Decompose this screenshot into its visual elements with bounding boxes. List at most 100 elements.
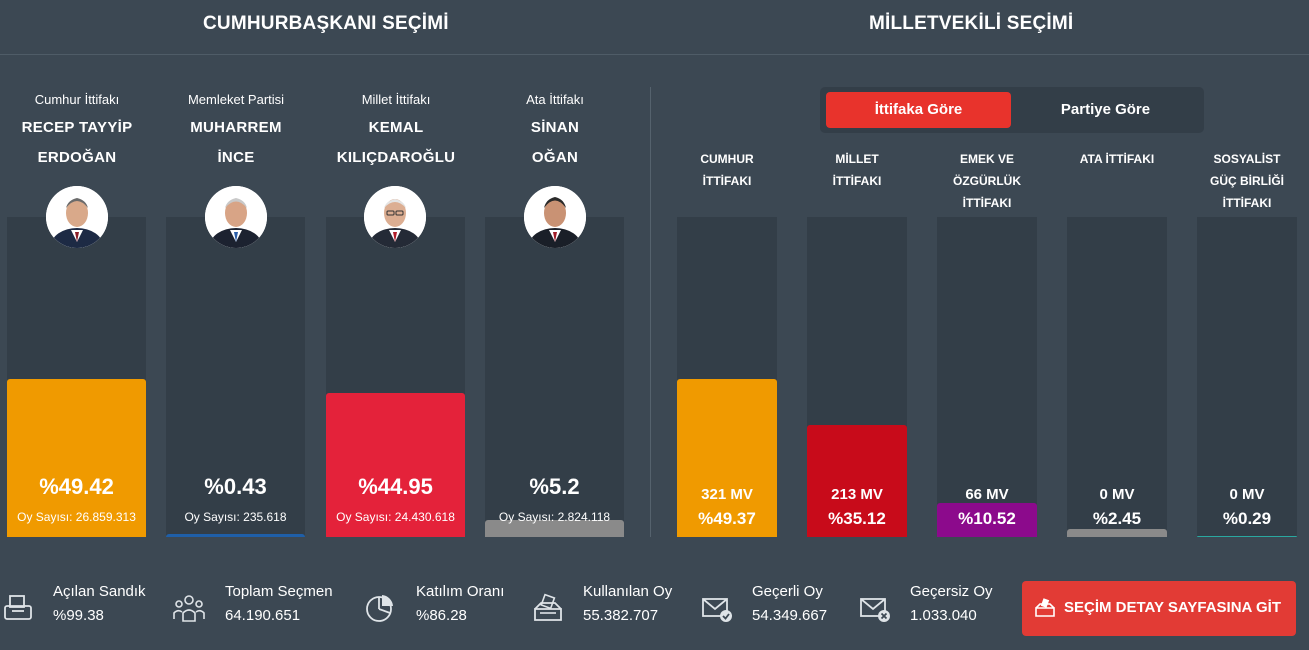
candidate-header-ogan: Ata İttifakı SİNAN OĞAN: [485, 90, 625, 173]
candidate-bar-track: [166, 217, 305, 537]
candidate-party: Ata İttifakı: [526, 92, 584, 107]
alliance-bar-fill: [807, 425, 907, 537]
stat-value: %86.28: [416, 607, 467, 624]
candidate-party: Millet İttifakı: [361, 92, 431, 107]
presidential-title: CUMHURBAŞKANI SEÇİMİ: [203, 13, 449, 34]
ballot-box-icon: [534, 593, 562, 621]
candidate-name-line2: KILIÇDAROĞLU: [336, 149, 456, 166]
alliance-seats: 0 MV: [1099, 486, 1135, 503]
stat-value: 55.382.707: [583, 607, 659, 624]
candidate-votes: Oy Sayısı: 26.859.313: [17, 510, 136, 524]
alliance-name: EMEK VE ÖZGÜRLÜK İTTİFAKI: [937, 148, 1037, 214]
alliance-bar-fill: [937, 503, 1037, 537]
alliance-percent: %2.45: [1092, 509, 1142, 528]
candidate-name: KEMAL KILIÇDAROĞLU: [326, 113, 466, 173]
candidate-percent: %49.42: [39, 474, 114, 499]
candidate-bar-fill: [326, 393, 465, 537]
candidate-header-erdogan: Cumhur İttifakı RECEP TAYYİP ERDOĞAN: [7, 90, 147, 173]
candidate-bar-fill: [166, 534, 305, 537]
alliance-percent: %49.37: [698, 509, 756, 528]
candidate-avatar: [205, 186, 267, 248]
candidate-name-line1: MUHARREM: [190, 119, 282, 136]
ballot-box-icon: [1035, 598, 1055, 617]
candidate-percent: %44.95: [358, 474, 433, 499]
alliance-name-line: ÖZGÜRLÜK: [953, 174, 1021, 188]
alliance-percent: %35.12: [828, 509, 886, 528]
candidate-party: Cumhur İttifakı: [34, 92, 120, 107]
alliance-percent: %10.52: [958, 509, 1016, 528]
stat-label: Katılım Oranı: [416, 583, 505, 600]
alliance-name: MİLLET İTTİFAKI: [807, 148, 907, 192]
alliance-seats: 0 MV: [1229, 486, 1265, 503]
alliance-name-line: MİLLET: [835, 152, 879, 166]
candidate-avatar: [46, 186, 108, 248]
alliance-name-line: SOSYALİST: [1213, 152, 1281, 166]
candidate-header-kilicdaroglu: Millet İttifakı KEMAL KILIÇDAROĞLU: [326, 90, 466, 173]
tab-by-party[interactable]: Partiye Göre: [1060, 101, 1151, 118]
alliance-name: ATA İTTİFAKI: [1067, 148, 1167, 170]
candidate-name-line2: OĞAN: [531, 149, 579, 166]
candidate-name-line1: SİNAN: [530, 119, 580, 136]
alliance-name-line: GÜÇ BİRLİĞİ: [1210, 174, 1284, 188]
parliament-title: MİLLETVEKİLİ SEÇİMİ: [869, 13, 1074, 34]
pie-chart-icon: [366, 595, 393, 622]
alliance-name-line: CUMHUR: [700, 152, 754, 166]
candidate-percent: %0.43: [204, 474, 267, 499]
candidate-name-line1: RECEP TAYYİP: [21, 119, 133, 136]
stat-value: 64.190.651: [225, 607, 301, 624]
alliance-bar-fill: [1197, 536, 1297, 537]
tab-by-alliance[interactable]: İttifaka Göre: [826, 92, 1011, 128]
alliance-seats: 213 MV: [831, 486, 883, 503]
candidate-party: Memleket Partisi: [187, 92, 285, 107]
alliance-name-line: EMEK VE: [959, 152, 1014, 166]
envelope-x-icon: [860, 598, 890, 622]
alliance-bar-track: [677, 217, 777, 537]
stat-value: 54.349.667: [752, 607, 828, 624]
candidate-avatar: [364, 186, 426, 248]
section-divider: [650, 87, 651, 537]
alliance-seats: 321 MV: [701, 486, 753, 503]
candidate-bar-track: [485, 217, 624, 537]
header: CUMHURBAŞKANI SEÇİMİ MİLLETVEKİLİ SEÇİMİ: [0, 0, 1309, 55]
candidate-bar-track: [326, 217, 465, 537]
stat-value: %99.38: [53, 607, 104, 624]
alliance-bar-fill: [1067, 529, 1167, 537]
alliance-bar-track: [1067, 217, 1167, 537]
candidate-bar-fill: [485, 520, 624, 537]
candidate-name: SİNAN OĞAN: [485, 113, 625, 173]
candidate-name-line1: KEMAL: [368, 119, 424, 136]
envelope-check-icon: [702, 598, 732, 622]
alliance-bar-track: [937, 217, 1037, 537]
alliance-name-line: ATA İTTİFAKI: [1079, 152, 1155, 166]
alliance-name-line: İTTİFAKI: [702, 174, 752, 188]
alliance-seats: 66 MV: [965, 486, 1009, 503]
alliance-bar-track: [807, 217, 907, 537]
candidate-percent: %5.2: [529, 474, 580, 499]
election-detail-button[interactable]: SEÇİM DETAY SAYFASINA GİT: [1022, 581, 1296, 636]
candidate-votes: Oy Sayısı: 24.430.618: [336, 510, 455, 524]
stat-label: Kullanılan Oy: [583, 583, 673, 600]
alliance-name-line: İTTİFAKI: [832, 174, 882, 188]
stat-label: Toplam Seçmen: [225, 583, 333, 600]
stat-label: Geçerli Oy: [752, 583, 823, 600]
stat-label: Açılan Sandık: [53, 583, 146, 600]
candidate-name-line2: ERDOĞAN: [37, 149, 117, 166]
printer-ballot-icon: [4, 595, 32, 620]
alliance-percent: %0.29: [1222, 509, 1272, 528]
candidate-votes: Oy Sayısı: 2.824.118: [498, 510, 611, 524]
candidate-name: RECEP TAYYİP ERDOĞAN: [7, 113, 147, 173]
alliance-name-line: İTTİFAKI: [962, 196, 1012, 210]
people-icon: [173, 595, 205, 622]
stat-label: Geçersiz Oy: [910, 583, 993, 600]
candidate-votes: Oy Sayısı: 235.618: [184, 510, 287, 524]
candidate-bar-track: [7, 217, 146, 537]
candidate-bar-fill: [7, 379, 146, 537]
alliance-bar-fill: [677, 379, 777, 537]
alliance-bar-track: [1197, 217, 1297, 537]
view-toggle: İttifaka Göre Partiye Göre: [820, 87, 1204, 133]
alliance-name: CUMHUR İTTİFAKI: [677, 148, 777, 192]
candidate-name: MUHARREM İNCE: [166, 113, 306, 173]
stats-footer: Açılan Sandık %99.38 Toplam Seçmen 64.19…: [0, 563, 1309, 650]
candidate-header-ince: Memleket Partisi MUHARREM İNCE: [166, 90, 306, 173]
candidate-name-line2: İNCE: [217, 149, 255, 166]
